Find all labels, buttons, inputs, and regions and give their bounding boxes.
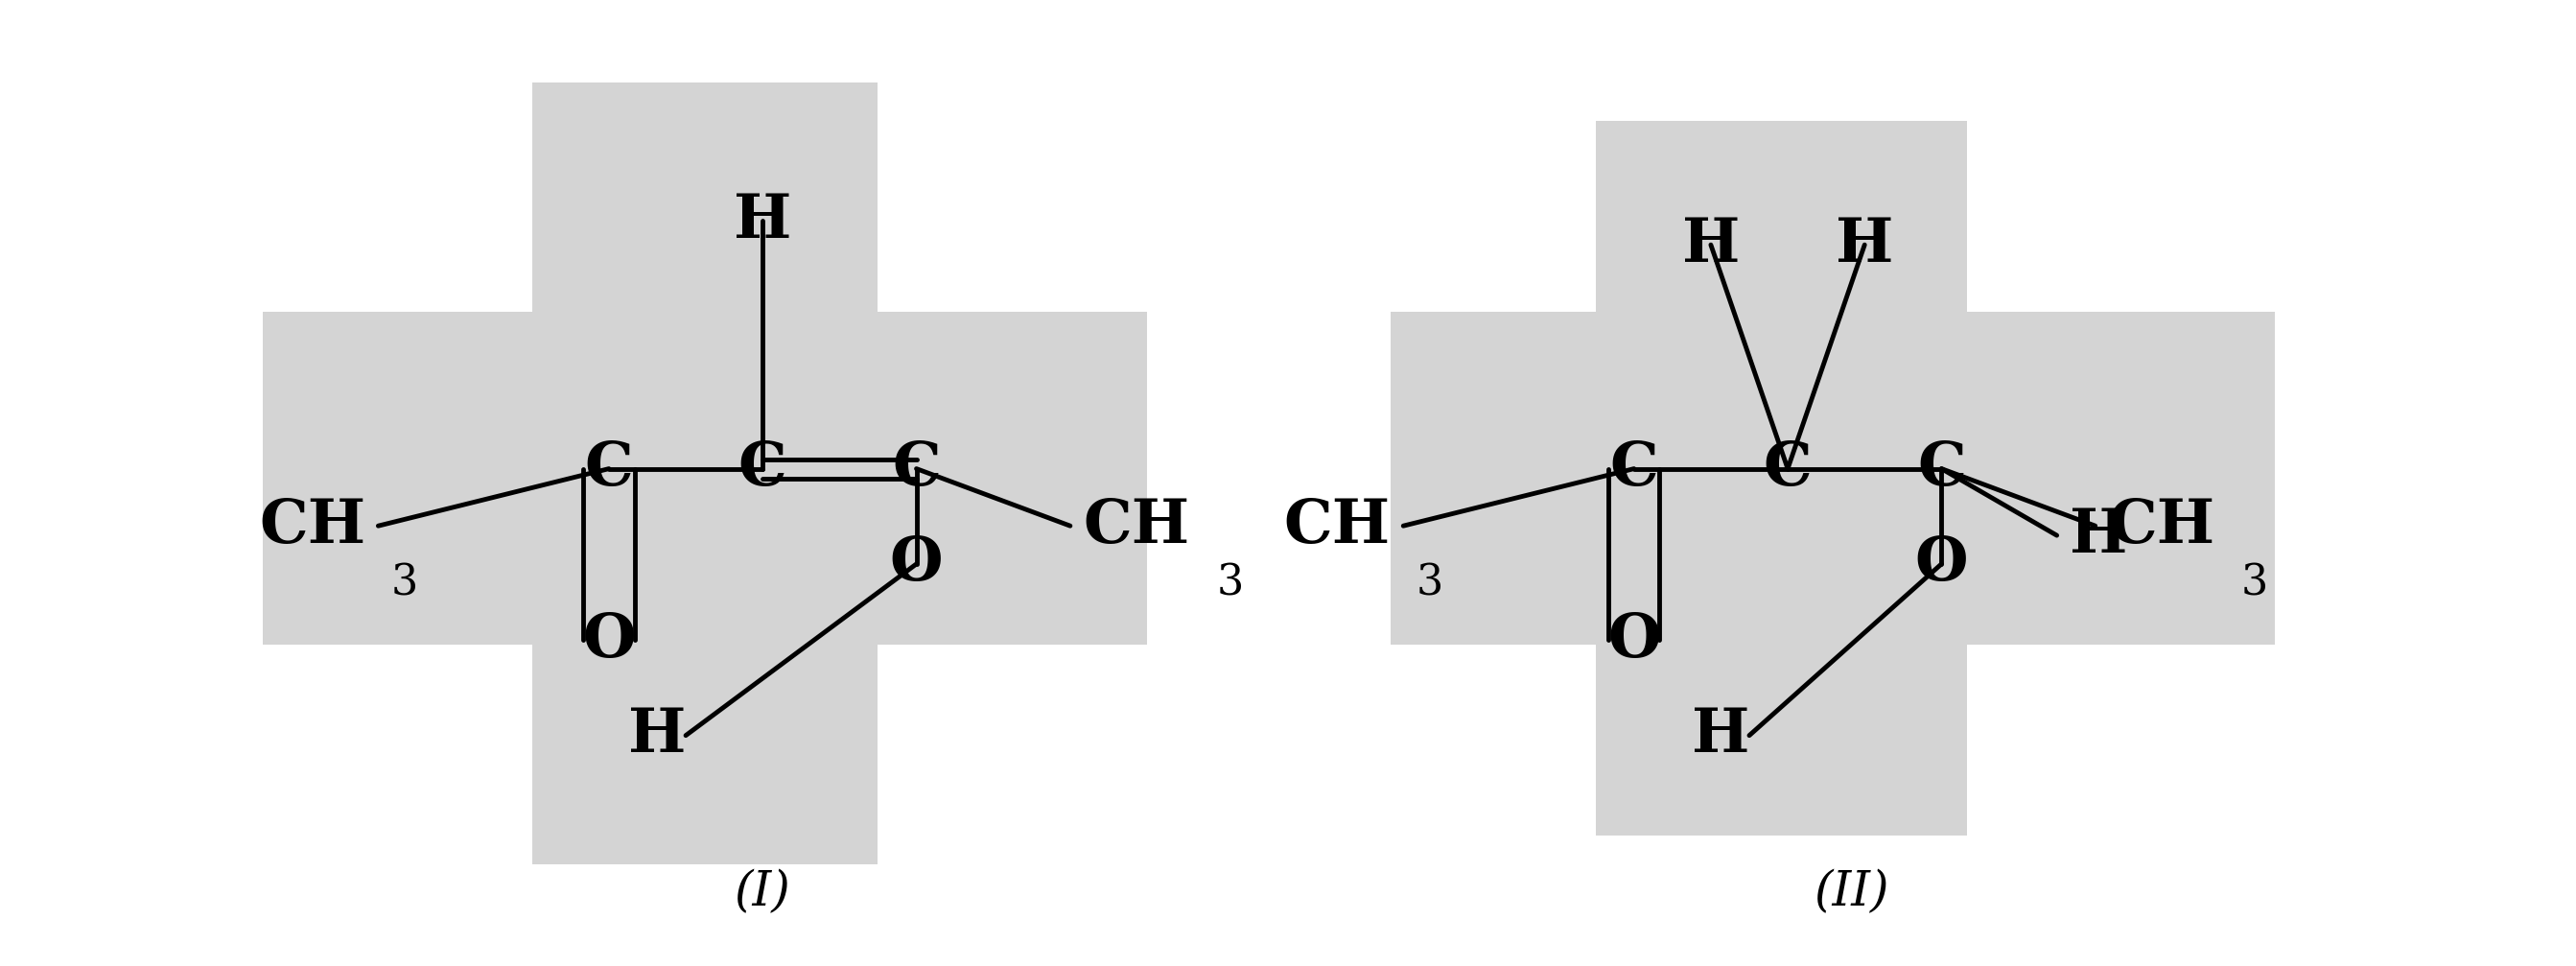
- Text: CH: CH: [258, 497, 366, 555]
- Text: (I): (I): [734, 869, 791, 917]
- Text: CH: CH: [1283, 497, 1391, 555]
- Text: O: O: [582, 611, 636, 669]
- Text: C: C: [585, 440, 634, 497]
- Text: 3: 3: [2241, 562, 2269, 604]
- Text: CH: CH: [2107, 497, 2215, 555]
- Text: H: H: [1692, 706, 1749, 765]
- Bar: [263, 311, 1146, 645]
- Text: H: H: [1837, 215, 1893, 274]
- Text: H: H: [734, 192, 791, 250]
- Text: H: H: [629, 706, 685, 765]
- Text: C: C: [891, 440, 940, 497]
- Text: C: C: [739, 440, 788, 497]
- Text: C: C: [1917, 440, 1965, 497]
- Text: C: C: [1765, 440, 1811, 497]
- Bar: [533, 83, 878, 864]
- Bar: [1595, 121, 1968, 836]
- Text: O: O: [1914, 535, 1968, 593]
- Text: (II): (II): [1814, 869, 1888, 917]
- Text: H: H: [2069, 506, 2128, 565]
- Bar: [1391, 311, 2275, 645]
- Text: CH: CH: [1082, 497, 1190, 555]
- Text: 3: 3: [392, 562, 417, 604]
- Text: 3: 3: [1417, 562, 1443, 604]
- Text: H: H: [1682, 215, 1739, 274]
- Text: C: C: [1610, 440, 1659, 497]
- Text: 3: 3: [1216, 562, 1244, 604]
- Text: O: O: [889, 535, 943, 593]
- Text: O: O: [1607, 611, 1662, 669]
